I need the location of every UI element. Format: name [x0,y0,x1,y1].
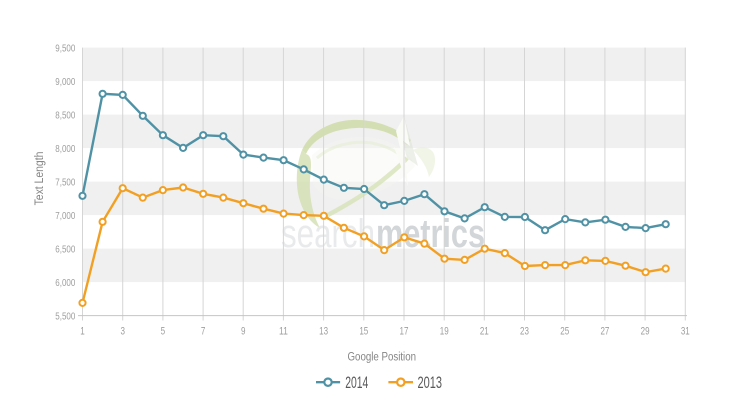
svg-text:23: 23 [520,326,529,338]
svg-text:5,500: 5,500 [55,312,75,323]
svg-text:27: 27 [600,326,609,338]
svg-text:6,000: 6,000 [55,278,75,289]
svg-text:31: 31 [681,326,690,338]
svg-text:2014: 2014 [345,374,368,392]
svg-text:6,500: 6,500 [55,245,75,256]
svg-text:9,500: 9,500 [55,44,75,55]
svg-text:17: 17 [400,326,409,338]
svg-text:15: 15 [359,326,368,338]
svg-text:Text Length: Text Length [34,152,46,206]
svg-text:7: 7 [201,326,206,338]
svg-text:13: 13 [319,326,328,338]
svg-text:19: 19 [440,326,449,338]
svg-text:29: 29 [641,326,650,338]
svg-text:7,500: 7,500 [55,178,75,189]
svg-text:3: 3 [120,326,125,338]
svg-text:21: 21 [480,326,489,338]
svg-text:8,500: 8,500 [55,111,75,122]
svg-text:9: 9 [241,326,246,338]
svg-text:7,000: 7,000 [55,211,75,222]
svg-text:2013: 2013 [418,374,443,392]
svg-text:8,000: 8,000 [55,144,75,155]
svg-text:Google Position: Google Position [348,352,417,364]
svg-text:1: 1 [80,326,85,338]
svg-text:5: 5 [161,326,166,338]
svg-text:25: 25 [560,326,569,338]
svg-text:11: 11 [279,326,288,338]
svg-text:9,000: 9,000 [55,77,75,88]
